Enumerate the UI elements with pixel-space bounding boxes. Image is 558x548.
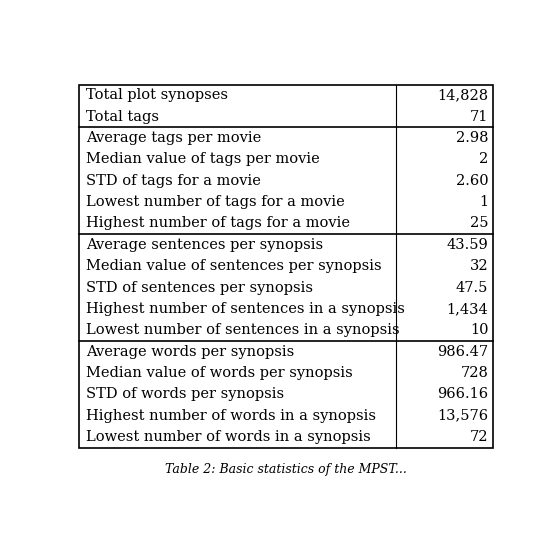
Text: Average sentences per synopsis: Average sentences per synopsis <box>86 238 323 252</box>
Text: Highest number of sentences in a synopsis: Highest number of sentences in a synopsi… <box>86 302 405 316</box>
Text: 72: 72 <box>470 430 488 444</box>
Text: 986.47: 986.47 <box>437 345 488 358</box>
Text: Average tags per movie: Average tags per movie <box>86 131 261 145</box>
Text: Average words per synopsis: Average words per synopsis <box>86 345 294 358</box>
Text: Median value of tags per movie: Median value of tags per movie <box>86 152 320 167</box>
Text: 43.59: 43.59 <box>446 238 488 252</box>
Text: Median value of sentences per synopsis: Median value of sentences per synopsis <box>86 259 381 273</box>
Text: 32: 32 <box>470 259 488 273</box>
Text: 71: 71 <box>470 110 488 124</box>
Text: 2.60: 2.60 <box>456 174 488 188</box>
Text: 25: 25 <box>470 216 488 231</box>
Text: Total plot synopses: Total plot synopses <box>86 88 228 102</box>
Text: Highest number of words in a synopsis: Highest number of words in a synopsis <box>86 409 376 423</box>
Text: 1: 1 <box>479 195 488 209</box>
Text: STD of sentences per synopsis: STD of sentences per synopsis <box>86 281 312 294</box>
Text: 14,828: 14,828 <box>437 88 488 102</box>
Text: Lowest number of sentences in a synopsis: Lowest number of sentences in a synopsis <box>86 323 400 337</box>
Text: 728: 728 <box>460 366 488 380</box>
Text: STD of words per synopsis: STD of words per synopsis <box>86 387 284 401</box>
Text: Median value of words per synopsis: Median value of words per synopsis <box>86 366 353 380</box>
Text: Lowest number of tags for a movie: Lowest number of tags for a movie <box>86 195 344 209</box>
Text: 966.16: 966.16 <box>437 387 488 401</box>
Text: 1,434: 1,434 <box>446 302 488 316</box>
Text: Lowest number of words in a synopsis: Lowest number of words in a synopsis <box>86 430 371 444</box>
Text: STD of tags for a movie: STD of tags for a movie <box>86 174 261 188</box>
Text: Highest number of tags for a movie: Highest number of tags for a movie <box>86 216 350 231</box>
Text: Total tags: Total tags <box>86 110 158 124</box>
Text: Table 2: Basic statistics of the MPST...: Table 2: Basic statistics of the MPST... <box>165 464 407 477</box>
Text: 13,576: 13,576 <box>437 409 488 423</box>
Text: 10: 10 <box>470 323 488 337</box>
Text: 2.98: 2.98 <box>456 131 488 145</box>
Text: 47.5: 47.5 <box>456 281 488 294</box>
Text: 2: 2 <box>479 152 488 167</box>
